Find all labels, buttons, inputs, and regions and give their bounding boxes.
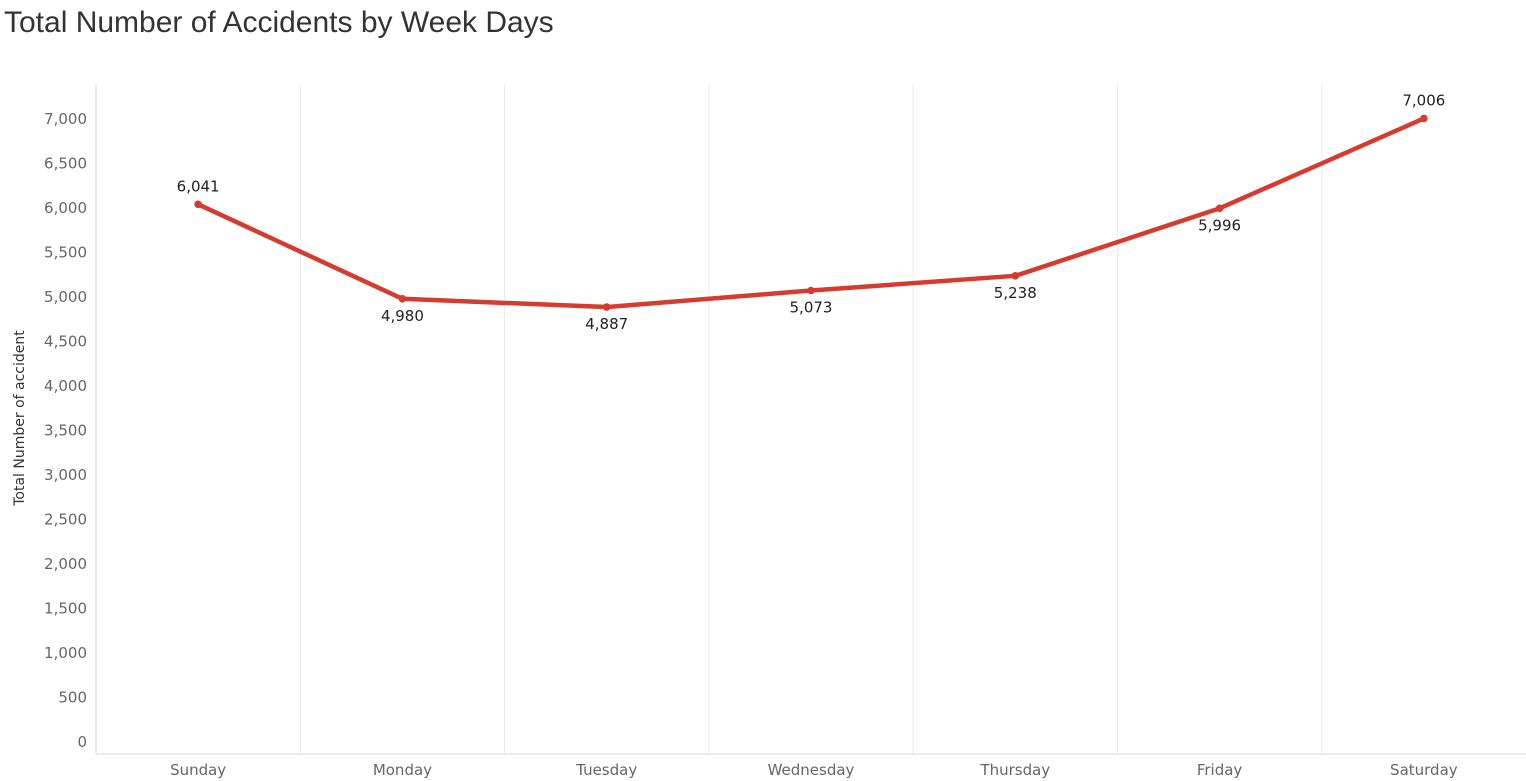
data-point bbox=[602, 303, 611, 311]
y-axis-ticks: 0 500 1,000 1,500 2,000 2,500 3,000 3,500 4,000 4… bbox=[44, 110, 87, 751]
x-category-label: Wednesday bbox=[768, 761, 855, 779]
axis-layer bbox=[95, 84, 1526, 755]
grid-layer bbox=[299, 84, 1323, 754]
y-tick-label: 0 bbox=[77, 733, 87, 751]
data-point bbox=[1420, 114, 1428, 123]
x-category-label: Thursday bbox=[979, 761, 1050, 779]
data-point bbox=[398, 294, 407, 303]
data-label: 7,006 bbox=[1402, 91, 1445, 109]
y-tick-label: 5,000 bbox=[44, 288, 87, 306]
series-line bbox=[195, 116, 1427, 310]
y-tick-label: 2,500 bbox=[44, 511, 87, 529]
data-label: 4,980 bbox=[381, 307, 424, 325]
data-label: 6,041 bbox=[177, 177, 220, 195]
y-tick-label: 4,500 bbox=[44, 333, 87, 351]
y-tick-label: 500 bbox=[58, 689, 87, 707]
x-category-label: Tuesday bbox=[575, 761, 637, 779]
data-labels: 6,041 4,980 4,887 5,073 5,238 5,996 7,006 bbox=[177, 91, 1446, 333]
x-axis-categories: Sunday Monday Tuesday Wednesday Thursday Frid… bbox=[170, 761, 1458, 779]
data-point bbox=[1011, 272, 1020, 280]
y-tick-label: 1,500 bbox=[44, 600, 87, 618]
y-tick-label: 4,000 bbox=[44, 377, 87, 395]
chart-title: Total Number of Accidents by Week Days bbox=[4, 6, 554, 39]
x-category-label: Friday bbox=[1197, 761, 1243, 779]
y-tick-label: 5,500 bbox=[44, 244, 87, 262]
x-category-label: Saturday bbox=[1390, 761, 1458, 779]
y-axis-title: Total Number of accident bbox=[12, 330, 28, 507]
x-category-label: Sunday bbox=[170, 761, 226, 779]
data-point bbox=[807, 286, 815, 295]
data-point bbox=[1215, 204, 1224, 213]
data-label: 5,996 bbox=[1198, 216, 1241, 234]
y-tick-label: 1,000 bbox=[44, 644, 87, 662]
y-tick-label: 6,500 bbox=[44, 155, 87, 173]
y-tick-label: 7,000 bbox=[44, 110, 87, 128]
data-point bbox=[194, 200, 202, 209]
x-category-label: Monday bbox=[373, 761, 432, 779]
data-label: 5,073 bbox=[790, 299, 833, 317]
series-layer bbox=[194, 114, 1428, 311]
y-tick-label: 6,000 bbox=[44, 199, 87, 217]
y-tick-label: 2,000 bbox=[44, 555, 87, 573]
y-tick-label: 3,500 bbox=[44, 422, 87, 440]
y-tick-label: 3,000 bbox=[44, 466, 87, 484]
data-label: 4,887 bbox=[585, 315, 628, 333]
data-label: 5,238 bbox=[994, 284, 1037, 302]
